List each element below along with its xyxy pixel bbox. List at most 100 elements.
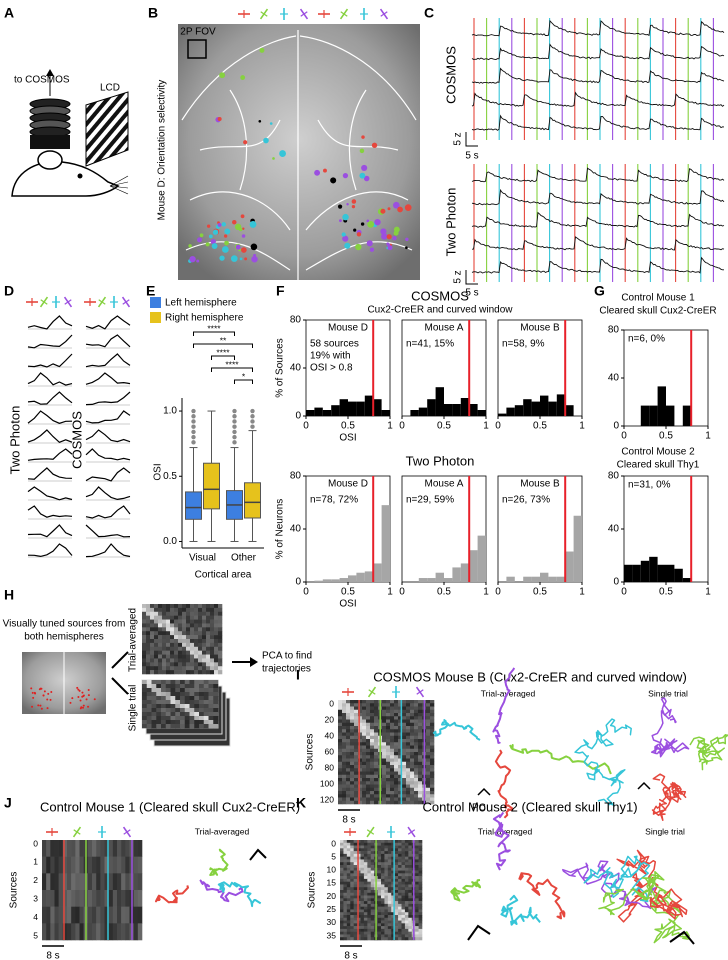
heatmap-cell <box>384 917 389 921</box>
heatmap-cell <box>343 923 348 927</box>
heatmap-cell <box>189 688 195 693</box>
source-dot <box>71 697 74 700</box>
heatmap-cell <box>406 748 411 753</box>
heatmap-cell <box>346 739 351 743</box>
source-dot <box>366 219 370 223</box>
flier <box>232 414 237 419</box>
bar <box>624 564 633 582</box>
heatmap-cell <box>418 794 423 798</box>
heatmap-cell <box>346 920 351 924</box>
heatmap-cell <box>408 859 413 863</box>
heatmap-cell <box>350 758 355 763</box>
heatmap-cell <box>367 865 372 869</box>
heatmap-cell <box>418 892 423 896</box>
heatmap-cell <box>366 713 371 717</box>
panel-subtitle: Single trial <box>645 826 685 836</box>
heatmap-cell <box>386 716 391 720</box>
heatmap-cell <box>367 931 372 935</box>
source-dot <box>212 229 219 235</box>
heatmap-cell <box>394 876 399 880</box>
heatmap-cell <box>146 619 151 624</box>
heatmap-cell <box>142 666 147 671</box>
heatmap-cell <box>374 768 379 772</box>
heatmap-cell <box>370 713 375 717</box>
source-dot <box>314 169 321 176</box>
heatmap-cell <box>218 619 223 624</box>
heatmap-cell <box>367 887 372 891</box>
heatmap-cell <box>391 928 395 932</box>
heatmap-cell <box>374 719 379 724</box>
heatmap-cell <box>108 923 114 941</box>
heatmap-cell <box>360 895 365 899</box>
heatmap-cell <box>184 684 190 689</box>
heatmap-cell <box>381 867 385 871</box>
source-dot <box>189 255 196 263</box>
orientation-icon <box>98 826 106 838</box>
heatmap-cell <box>390 778 395 782</box>
source-dot <box>46 698 49 701</box>
arrow-head <box>250 657 258 667</box>
heatmap-cell <box>382 791 387 795</box>
heatmap-cell <box>360 873 365 877</box>
heatmap-cell <box>377 906 382 910</box>
heatmap-cell <box>206 619 211 624</box>
heatmap-cell <box>357 859 361 863</box>
heatmap-cell <box>418 755 423 759</box>
bar <box>548 576 557 582</box>
tuning-curve <box>85 524 131 538</box>
heatmap-cell <box>67 873 72 891</box>
bar <box>339 578 348 582</box>
heatmap-cell <box>398 794 403 798</box>
heatmap-cell <box>353 923 358 927</box>
heatmap-cell <box>367 903 372 907</box>
heatmap-cell <box>386 771 391 776</box>
heatmap-cell <box>366 755 371 759</box>
tuning-curve <box>85 429 131 443</box>
heatmap-cell <box>146 724 152 729</box>
heatmap-cell <box>390 787 395 792</box>
heatmap-cell <box>354 748 359 753</box>
heatmap-cell <box>170 650 175 655</box>
heatmap-cell <box>350 771 355 776</box>
heatmap-cell <box>418 735 423 740</box>
heatmap-cell <box>391 873 395 877</box>
source-dot <box>221 246 229 253</box>
heatmap-cell <box>214 604 219 609</box>
heatmap-cell <box>418 920 423 924</box>
heatmap-cell <box>415 926 419 930</box>
heatmap-cell <box>357 890 361 894</box>
heatmap-cell <box>430 794 435 798</box>
heatmap-cell <box>398 876 402 880</box>
heatmap-cell <box>340 903 344 907</box>
heatmap-cell <box>342 739 347 743</box>
heatmap-cell <box>146 688 152 693</box>
heatmap-cell <box>213 712 219 717</box>
heatmap-cell <box>426 755 431 759</box>
heatmap-cell <box>194 666 199 671</box>
heatmap-cell <box>366 719 371 724</box>
heatmap-cell <box>218 607 223 613</box>
heatmap-cell <box>394 842 399 846</box>
heatmap-cell <box>346 765 351 769</box>
heatmap-cell <box>377 928 382 932</box>
icon-arrow <box>366 829 375 835</box>
heatmap-cell <box>363 851 368 855</box>
icon-arrow <box>98 299 106 305</box>
tuning-curve <box>85 448 131 461</box>
flier <box>232 408 237 414</box>
heatmap-cell <box>208 716 214 721</box>
heatmap-cell <box>387 848 392 852</box>
heatmap-cell <box>370 716 375 720</box>
heatmap-cell <box>418 903 423 907</box>
heatmap-cell <box>362 768 367 772</box>
heatmap-cell <box>206 615 211 620</box>
heatmap-cell <box>186 670 191 675</box>
heatmap-cell <box>381 856 385 860</box>
heatmap-cell <box>415 901 419 905</box>
heatmap-cell <box>357 931 361 935</box>
heatmap-cell <box>415 898 419 902</box>
heatmap-cell <box>154 635 159 640</box>
heatmap-cell <box>426 716 431 720</box>
heatmap-cell <box>414 706 419 711</box>
heatmap-cell <box>410 794 415 798</box>
